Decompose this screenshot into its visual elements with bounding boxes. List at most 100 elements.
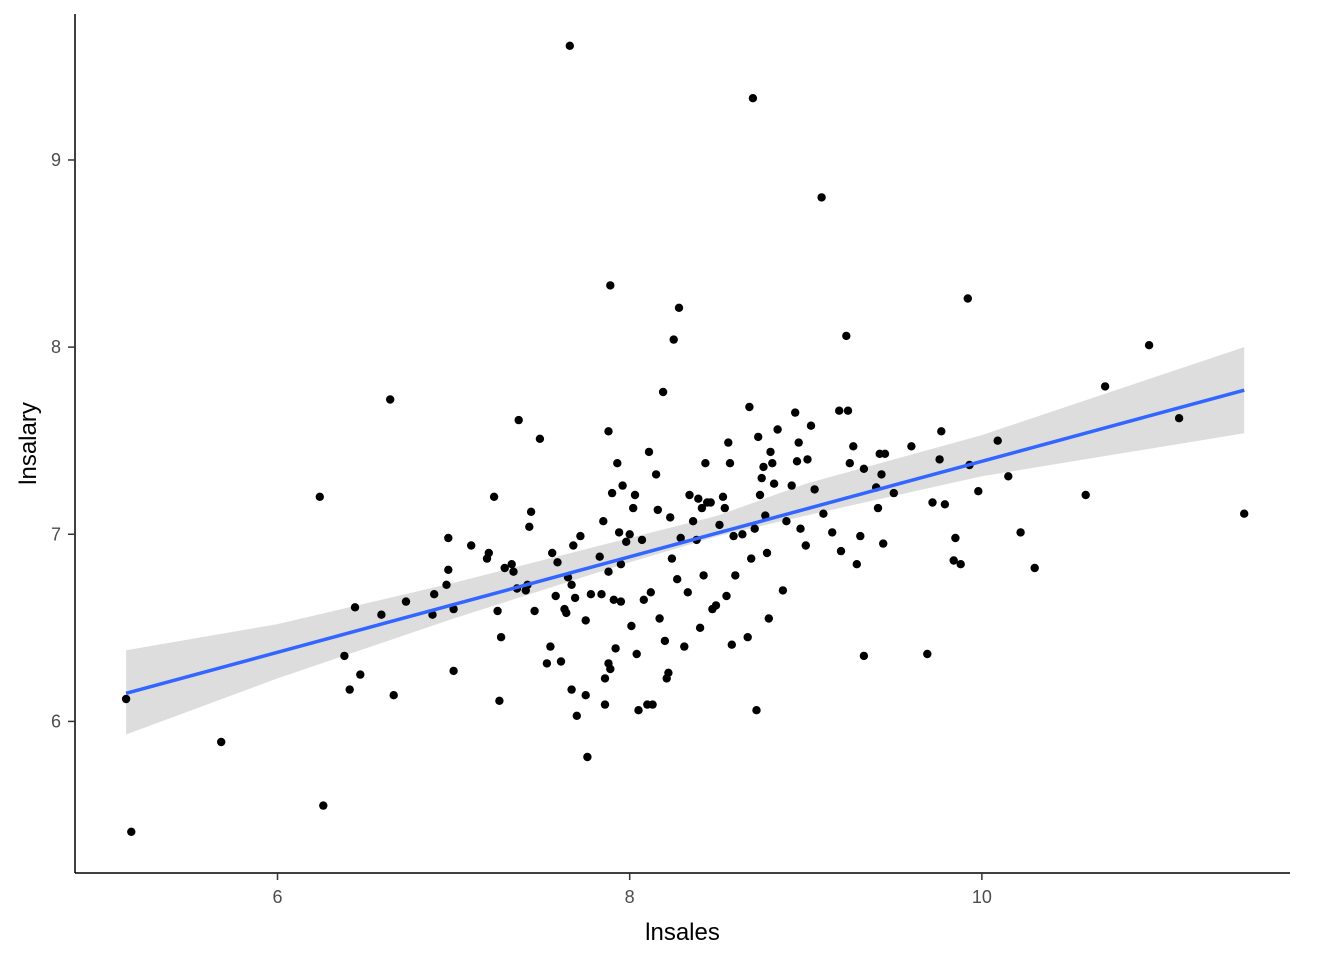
- data-point: [562, 608, 571, 618]
- data-point: [614, 528, 624, 537]
- data-point: [625, 530, 634, 539]
- data-point: [907, 442, 916, 451]
- data-point: [727, 640, 736, 649]
- data-point: [764, 614, 773, 623]
- data-point: [542, 659, 552, 668]
- data-point: [597, 590, 606, 599]
- data-point: [1144, 341, 1154, 350]
- data-point: [859, 464, 869, 473]
- data-point: [923, 649, 932, 659]
- data-point: [121, 694, 131, 704]
- data-point: [627, 621, 636, 631]
- data-point: [345, 685, 354, 694]
- data-point: [548, 548, 557, 558]
- x-tick-label: 8: [625, 887, 635, 907]
- data-point: [586, 590, 596, 599]
- data-point: [974, 487, 983, 496]
- data-point: [880, 449, 890, 458]
- data-point: [340, 651, 349, 661]
- data-point: [819, 509, 828, 518]
- data-point: [1016, 528, 1025, 537]
- data-point: [766, 447, 775, 457]
- data-point: [616, 560, 626, 569]
- data-point: [606, 281, 615, 290]
- data-point: [639, 595, 648, 604]
- data-point: [609, 595, 618, 604]
- data-point: [444, 565, 453, 574]
- data-point: [849, 442, 858, 451]
- data-point: [856, 531, 865, 541]
- data-point: [842, 331, 851, 341]
- data-point: [401, 597, 411, 606]
- data-point: [500, 563, 509, 573]
- data-point: [747, 554, 756, 563]
- data-point: [606, 664, 615, 674]
- data-point: [845, 459, 854, 468]
- data-point: [752, 706, 761, 715]
- data-point: [803, 455, 812, 464]
- axes-layer: 6 8 10 6 7 8 9: [51, 14, 1290, 907]
- data-point: [658, 387, 668, 397]
- data-point: [637, 535, 647, 545]
- data-point: [828, 528, 837, 537]
- data-point: [653, 505, 662, 515]
- data-point: [449, 666, 458, 676]
- data-point: [567, 685, 576, 694]
- data-point: [572, 711, 581, 720]
- data-point: [629, 503, 638, 513]
- data-point: [949, 556, 958, 565]
- data-point: [768, 459, 777, 468]
- data-point: [836, 546, 846, 556]
- data-point: [576, 531, 585, 541]
- data-point: [852, 560, 861, 569]
- data-point: [859, 651, 869, 661]
- data-point: [794, 438, 803, 447]
- data-point: [546, 642, 555, 651]
- data-point: [618, 481, 627, 490]
- data-point: [530, 606, 539, 616]
- data-point: [667, 554, 677, 563]
- data-point: [583, 752, 592, 762]
- data-point: [496, 633, 506, 642]
- data-point: [699, 571, 708, 580]
- data-point: [444, 533, 453, 543]
- data-point: [611, 644, 620, 653]
- data-point: [613, 459, 622, 468]
- data-point: [722, 591, 731, 601]
- data-point: [680, 642, 689, 651]
- data-point: [685, 490, 694, 500]
- data-point: [632, 649, 641, 659]
- data-point: [389, 691, 398, 700]
- data-point: [773, 425, 782, 434]
- data-point: [664, 668, 673, 677]
- data-point: [495, 696, 504, 705]
- data-point: [769, 479, 779, 488]
- data-point: [607, 488, 617, 498]
- data-point: [581, 691, 590, 700]
- y-tick-label: 7: [51, 524, 61, 544]
- data-point: [1004, 472, 1013, 481]
- data-point: [935, 455, 944, 464]
- data-point: [695, 623, 705, 632]
- data-point: [1100, 382, 1110, 391]
- data-point: [630, 490, 640, 500]
- data-point: [604, 567, 613, 576]
- data-point: [567, 580, 576, 589]
- data-point: [806, 421, 816, 430]
- x-tick-label: 10: [972, 887, 992, 907]
- data-point: [489, 492, 499, 501]
- data-point: [937, 427, 946, 436]
- data-point: [1240, 509, 1249, 518]
- data-point: [514, 415, 523, 425]
- data-point: [835, 406, 844, 415]
- data-point: [843, 406, 853, 415]
- fit-line-layer: [125, 388, 1245, 696]
- data-point: [535, 434, 545, 443]
- data-point: [879, 539, 888, 548]
- data-point: [755, 490, 765, 500]
- data-point: [484, 548, 493, 558]
- data-point: [507, 560, 516, 569]
- data-point: [669, 335, 678, 344]
- data-point: [1081, 490, 1090, 500]
